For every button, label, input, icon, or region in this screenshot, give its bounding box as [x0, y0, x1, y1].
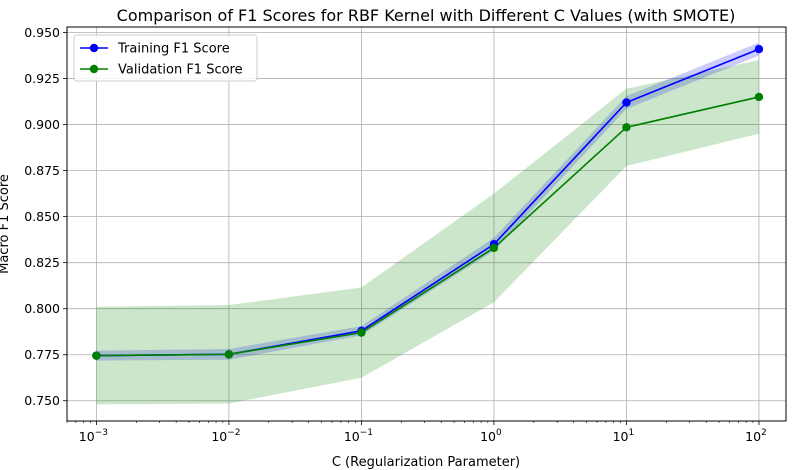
x-tick-base: 10 [79, 429, 95, 444]
line-validation [96, 96, 760, 357]
y-tick-label: 0.800 [24, 301, 60, 316]
point-validation [622, 123, 631, 132]
y-tick-label: 0.825 [24, 255, 60, 270]
y-tick-label: 0.850 [24, 209, 60, 224]
y-tick-label: 0.875 [24, 163, 60, 178]
y-tick-label: 0.900 [24, 117, 60, 132]
band-validation [96, 60, 759, 405]
legend-swatch-marker [89, 43, 99, 53]
x-tick-exponent: −1 [360, 428, 373, 438]
point-validation [224, 350, 234, 359]
x-tick-exponent: −3 [95, 428, 108, 438]
y-tick-label: 0.925 [24, 71, 60, 86]
legend-label: Training F1 Score [117, 42, 230, 57]
x-tick-label: 101 [613, 428, 635, 444]
x-tick-exponent: 2 [761, 428, 767, 438]
y-tick-label: 0.950 [24, 25, 60, 40]
point-training [754, 44, 764, 54]
x-tick-exponent: −2 [227, 428, 240, 438]
x-axis-ticks: 10−3 10−2 10−1 100 101 102 [66, 421, 767, 444]
y-tick-label: 0.775 [24, 347, 60, 362]
band-training [96, 42, 759, 361]
legend-label: Validation F1 Score [118, 63, 243, 78]
x-tick-label: 100 [480, 428, 502, 444]
x-tick-exponent: 1 [629, 428, 635, 438]
x-tick-label: 10−3 [79, 428, 108, 444]
legend-box [73, 34, 258, 82]
series-lines [96, 48, 760, 357]
chart-title: Comparison of F1 Scores for RBF Kernel w… [117, 6, 736, 25]
legend: Training F1 Score Validation F1 Score [73, 34, 258, 82]
x-tick-base: 10 [745, 429, 761, 444]
x-tick-base: 10 [211, 429, 227, 444]
confidence-bands [96, 42, 759, 405]
x-tick-base: 10 [344, 429, 360, 444]
y-axis-ticks: 0.750 0.775 0.800 0.825 0.850 0.875 0.900 0.925… [24, 25, 67, 408]
x-tick-exponent: 0 [496, 428, 502, 438]
x-tick-label: 10−1 [344, 428, 373, 444]
y-axis-label: Macro F1 Score [0, 174, 12, 274]
legend-swatch-marker [89, 64, 99, 74]
x-axis-label: C (Regularization Parameter) [332, 455, 520, 470]
plot-frame [66, 26, 787, 422]
x-tick-base: 10 [480, 429, 496, 444]
point-validation [357, 328, 366, 337]
point-validation [754, 92, 764, 102]
x-tick-base: 10 [613, 429, 629, 444]
y-tick-label: 0.750 [24, 393, 60, 408]
x-tick-label: 102 [745, 428, 767, 444]
point-training [622, 98, 631, 107]
point-validation [489, 243, 499, 253]
point-validation [92, 351, 101, 360]
x-tick-label: 10−2 [211, 428, 240, 444]
series-points [92, 44, 764, 360]
